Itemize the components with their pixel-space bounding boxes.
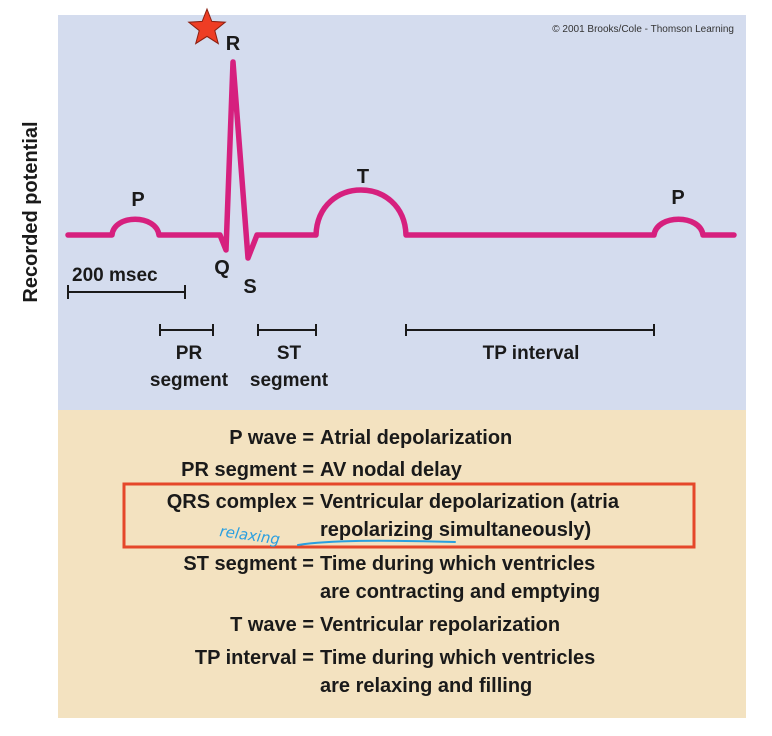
definition-text-continued: are relaxing and filling: [320, 675, 532, 697]
st-label: ST: [277, 343, 302, 364]
y-axis-label: Recorded potential: [20, 121, 42, 302]
definition-text: Time during which ventricles: [320, 647, 595, 669]
definition-t-wave: T wave = Ventricular repolarization: [230, 614, 560, 636]
tp-interval-label: TP interval: [483, 343, 580, 364]
pr-segment-word: segment: [150, 370, 229, 391]
definition-pr-segment: PR segment = AV nodal delay: [181, 459, 463, 481]
definition-text: AV nodal delay: [320, 459, 463, 481]
s-wave-label: S: [243, 276, 256, 298]
definition-tp-interval: TP interval = Time during which ventricl…: [195, 647, 595, 697]
p-wave-label-second: P: [671, 187, 684, 209]
definition-term: TP interval =: [195, 647, 314, 669]
definition-term: P wave =: [229, 427, 314, 449]
definition-text-continued: repolarizing simultaneously): [320, 519, 591, 541]
tp-interval-bracket: [405, 324, 655, 336]
copyright-text: © 2001 Brooks/Cole - Thomson Learning: [552, 24, 734, 35]
definition-text: Ventricular depolarization (atria: [320, 491, 620, 513]
pr-label: PR: [176, 343, 203, 364]
definition-qrs-complex: QRS complex = Ventricular depolarization…: [167, 491, 620, 541]
handwritten-underline: [297, 539, 456, 546]
ecg-trace: [65, 59, 737, 261]
definition-text-continued: are contracting and emptying: [320, 581, 600, 603]
definition-term: PR segment =: [181, 459, 314, 481]
definition-p-wave: P wave = Atrial depolarization: [229, 427, 512, 449]
definition-term: QRS complex =: [167, 491, 314, 513]
definition-text: Time during which ventricles: [320, 553, 595, 575]
definition-st-segment: ST segment = Time during which ventricle…: [183, 553, 600, 603]
scale-bar-label: 200 msec: [72, 265, 158, 286]
star-icon: [187, 7, 227, 45]
st-segment-bracket: [257, 324, 317, 336]
q-wave-label: Q: [214, 257, 230, 279]
definitions-panel: [58, 410, 746, 718]
scale-bar: [67, 285, 186, 299]
r-wave-label: R: [226, 33, 241, 55]
definition-text: Atrial depolarization: [320, 427, 512, 449]
st-segment-word: segment: [250, 370, 329, 391]
qrs-highlight-box: [122, 482, 696, 549]
p-wave-label: P: [131, 189, 144, 211]
pr-segment-bracket: [159, 324, 214, 336]
definition-term: ST segment =: [183, 553, 314, 575]
definition-term: T wave =: [230, 614, 314, 636]
definition-text: Ventricular repolarization: [320, 614, 560, 636]
t-wave-label: T: [357, 166, 369, 188]
